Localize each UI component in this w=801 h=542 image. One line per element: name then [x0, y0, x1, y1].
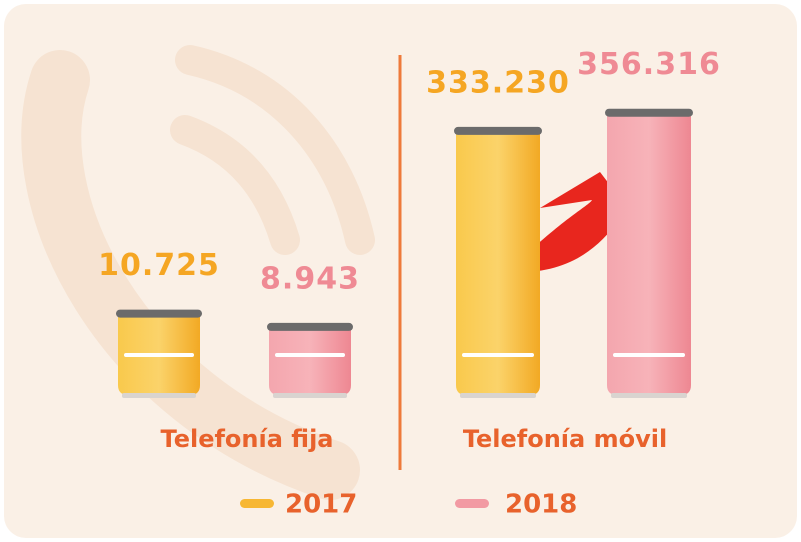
- bar: [607, 113, 691, 396]
- value-label: 333.230: [426, 65, 570, 100]
- value-label: 8.943: [260, 261, 360, 296]
- bar-base: [122, 393, 196, 398]
- group-label: Telefonía móvil: [463, 425, 667, 453]
- bar-cap: [116, 309, 202, 318]
- value-label: 10.725: [98, 248, 220, 283]
- bar-shine: [275, 353, 345, 357]
- group-label: Telefonía fija: [161, 425, 334, 453]
- bar: [269, 327, 351, 395]
- wave-decoration: [170, 115, 300, 255]
- bar-base: [460, 393, 536, 398]
- bar-shine: [613, 353, 685, 357]
- legend-label: 2018: [505, 490, 577, 520]
- bar-base: [273, 393, 347, 398]
- bar-base: [611, 393, 687, 398]
- phone-decoration: [21, 50, 360, 500]
- bar-cap: [605, 108, 693, 117]
- wave-decoration: [175, 45, 375, 255]
- legend-swatch: [240, 499, 274, 508]
- bar-cap: [454, 126, 542, 135]
- legend: 2017 2018: [240, 490, 577, 520]
- bar: [456, 131, 540, 395]
- bar-shine: [124, 353, 194, 357]
- bar-cap: [267, 322, 353, 331]
- legend-label: 2017: [285, 490, 357, 520]
- legend-swatch: [455, 499, 489, 508]
- value-label: 356.316: [577, 47, 721, 82]
- bar-shine: [462, 353, 534, 357]
